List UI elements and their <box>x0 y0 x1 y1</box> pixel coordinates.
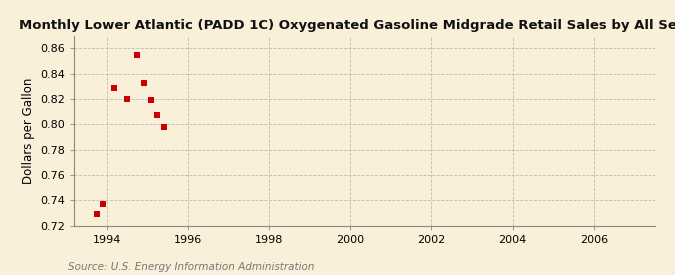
Point <box>145 98 156 103</box>
Point <box>98 202 109 206</box>
Point <box>159 125 170 129</box>
Point <box>138 80 149 85</box>
Text: Source: U.S. Energy Information Administration: Source: U.S. Energy Information Administ… <box>68 262 314 272</box>
Point <box>152 113 163 118</box>
Point <box>132 53 142 57</box>
Point <box>122 97 132 101</box>
Y-axis label: Dollars per Gallon: Dollars per Gallon <box>22 78 35 184</box>
Point <box>91 212 102 216</box>
Title: Monthly Lower Atlantic (PADD 1C) Oxygenated Gasoline Midgrade Retail Sales by Al: Monthly Lower Atlantic (PADD 1C) Oxygena… <box>19 19 675 32</box>
Point <box>108 86 119 90</box>
